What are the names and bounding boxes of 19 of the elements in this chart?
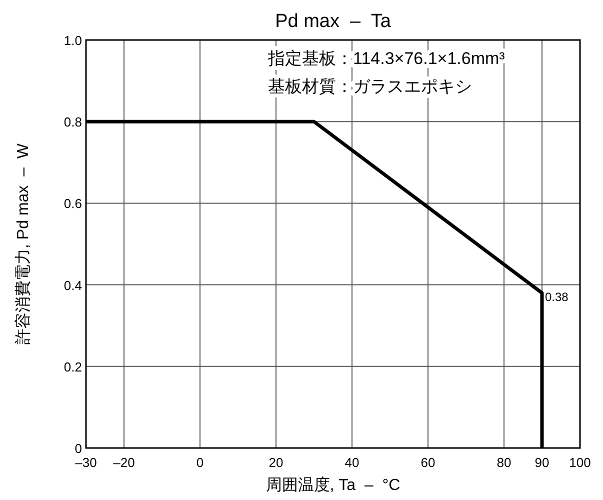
x-tick-label: 20 xyxy=(268,455,284,470)
y-axis-title: 許容消費電力, Pd max – W xyxy=(14,142,32,344)
x-tick-label: 60 xyxy=(420,455,436,470)
y-tick-label: 0 xyxy=(74,441,82,456)
y-tick-label: 0.4 xyxy=(64,278,82,293)
annotation: 0.38 xyxy=(545,290,569,304)
x-axis-title: 周囲温度, Ta – °C xyxy=(266,476,400,494)
y-tick-label: 0.2 xyxy=(64,359,82,374)
x-tick-label: 90 xyxy=(534,455,550,470)
x-tick-label: –30 xyxy=(75,455,97,470)
x-tick-label: 0 xyxy=(196,455,204,470)
x-tick-label: 100 xyxy=(569,455,591,470)
y-tick-label: 1.0 xyxy=(64,33,82,48)
y-tick-label: 0.8 xyxy=(64,114,82,130)
chart-title: Pd max – Ta xyxy=(275,11,392,32)
x-tick-label: 80 xyxy=(496,455,512,470)
y-tick-label: 0.6 xyxy=(64,196,82,212)
x-tick-label: –20 xyxy=(113,455,135,470)
x-tick-label: 40 xyxy=(344,455,360,470)
